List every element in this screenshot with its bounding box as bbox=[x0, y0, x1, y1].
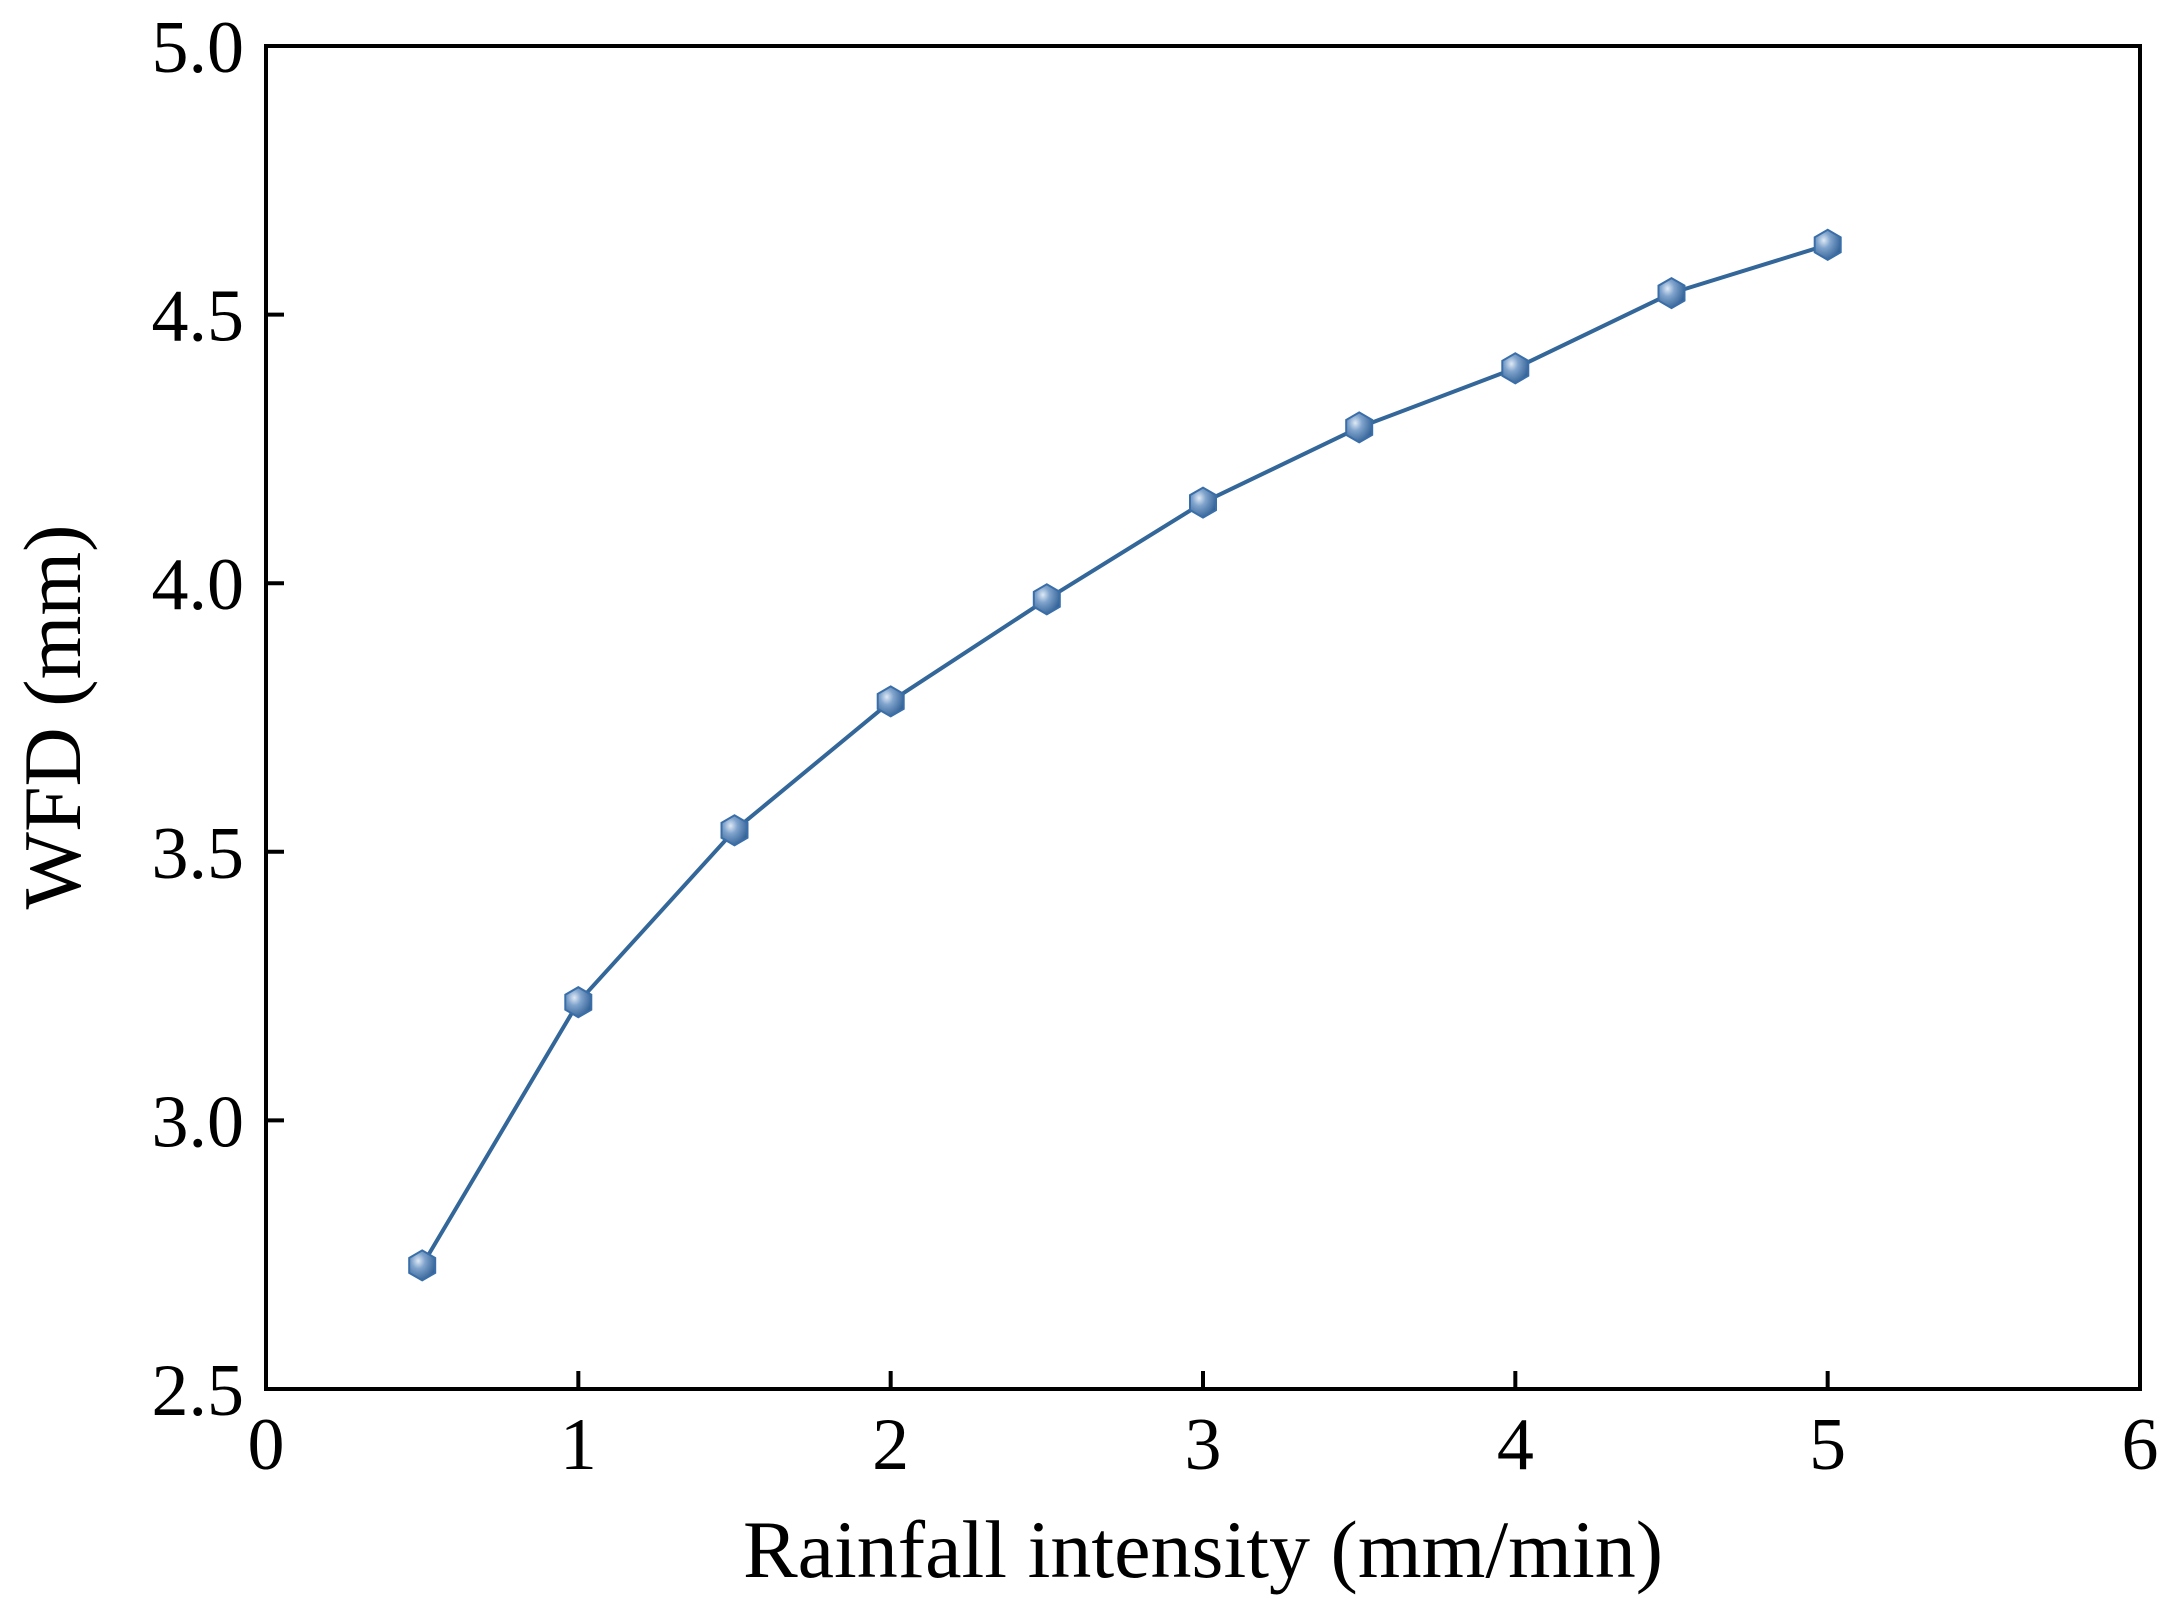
data-point-marker bbox=[1345, 411, 1374, 444]
data-point-marker bbox=[408, 1249, 437, 1282]
y-tick-label: 3.5 bbox=[152, 813, 245, 895]
x-tick-label: 0 bbox=[248, 1404, 285, 1486]
x-tick-label: 4 bbox=[1497, 1404, 1534, 1486]
y-axis-ticks: 2.5 3.0 3.5 4.0 4.5 5.0 bbox=[152, 7, 284, 1432]
data-point-marker bbox=[1032, 583, 1061, 616]
x-tick-label: 5 bbox=[1809, 1404, 1846, 1486]
x-tick-label: 3 bbox=[1185, 1404, 1222, 1486]
data-point-marker bbox=[1189, 486, 1217, 519]
data-point-marker bbox=[1657, 276, 1686, 310]
y-tick-label: 4.0 bbox=[152, 544, 245, 626]
y-tick-label: 3.0 bbox=[152, 1081, 245, 1163]
series-line bbox=[420, 242, 1829, 1267]
data-point-marker bbox=[876, 685, 905, 718]
y-tick-label: 2.5 bbox=[152, 1350, 245, 1432]
data-point-marker bbox=[720, 814, 749, 847]
y-tick-label: 5.0 bbox=[152, 7, 245, 89]
data-point-marker bbox=[1813, 228, 1842, 261]
plot-frame bbox=[264, 44, 2142, 1391]
data-point-marker bbox=[1501, 352, 1530, 385]
series-lines bbox=[420, 242, 1829, 1267]
y-tick-label: 4.5 bbox=[152, 276, 245, 358]
y-axis-title: WFD (mm) bbox=[7, 525, 98, 910]
data-point-marker bbox=[564, 986, 593, 1019]
x-tick-label: 6 bbox=[2122, 1404, 2159, 1486]
series-markers bbox=[408, 228, 1842, 1282]
x-tick-label: 1 bbox=[560, 1404, 597, 1486]
x-axis-ticks: 0 1 2 3 4 5 6 bbox=[248, 1371, 2159, 1486]
x-tick-label: 2 bbox=[872, 1404, 909, 1486]
x-axis-title: Rainfall intensity (mm/min) bbox=[743, 1504, 1663, 1595]
